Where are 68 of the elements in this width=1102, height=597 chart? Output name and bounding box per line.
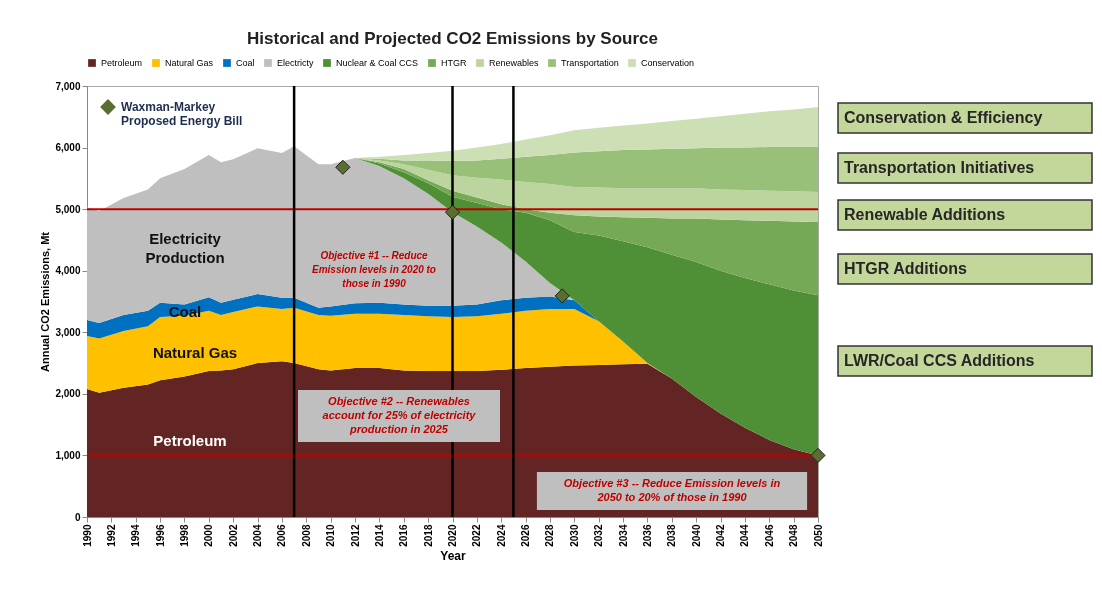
- annotation: Objective #3 -- Reduce Emission levels in 2050 to 20% of those in 1990: [563, 477, 781, 503]
- annotation: Natural Gas: [152, 344, 238, 361]
- x-tick-label: 2046: [763, 524, 775, 547]
- x-tick-label: 2038: [666, 524, 678, 547]
- text: Conservation & Efficiency: [844, 109, 1043, 126]
- point: [335, 159, 351, 175]
- legend-label: Nuclear & Coal CCS: [336, 58, 419, 68]
- x-tick-label: 2032: [593, 524, 605, 547]
- x-tick-label: 2004: [252, 524, 264, 547]
- y-tick-label: 7,000: [55, 80, 81, 92]
- point: [810, 447, 826, 463]
- annotation: Objective #1 -- Reduce Emission levels in 2020 to those in 1990: [312, 250, 436, 289]
- x-tick-label: 2042: [715, 524, 727, 547]
- x-tick-label: 1996: [154, 524, 166, 547]
- point: [554, 288, 570, 304]
- chart-title: Historical and Projected CO2 Emissions by Source: [247, 29, 658, 48]
- x-tick-label: 1998: [178, 524, 190, 547]
- x-tick-label: 2022: [471, 524, 483, 547]
- legend-label: Electricty: [277, 58, 315, 68]
- text: Renewable Additions: [844, 206, 1006, 223]
- text: LWR/Coal CCS Additions: [844, 352, 1035, 369]
- legend-label: Natural Gas: [165, 58, 214, 68]
- x-tick-label: 2016: [398, 524, 410, 547]
- x-tick-label: 2002: [227, 524, 239, 547]
- x-tick-label: 2010: [325, 524, 337, 547]
- y-tick-label: 5,000: [55, 203, 81, 215]
- annotation: Electricity Production: [145, 229, 225, 266]
- x-tick-label: 2006: [276, 524, 288, 547]
- y-tick-label: 2,000: [55, 388, 81, 400]
- x-tick-label: 2050: [812, 524, 824, 547]
- x-tick-label: 2014: [373, 524, 385, 547]
- legend-label: Waxman-Markey Proposed Energy Bill: [121, 100, 243, 128]
- x-tick-label: 2000: [203, 524, 215, 547]
- x-tick-label: 2034: [617, 524, 629, 547]
- legend-label: Petroleum: [101, 58, 143, 68]
- x-tick-label: 2018: [422, 524, 434, 547]
- text: Transportation Initiatives: [844, 159, 1035, 176]
- annotation: Coal: [168, 303, 202, 320]
- y-tick-label: 3,000: [55, 326, 81, 338]
- legend-label: Conservation: [641, 58, 695, 68]
- legend-label: Renewables: [489, 58, 540, 68]
- y-tick-label: 0: [74, 511, 81, 523]
- y-tick-label: 1,000: [55, 449, 81, 461]
- x-tick-label: 2040: [690, 524, 702, 547]
- x-axis-title: Year: [440, 548, 467, 563]
- text: HTGR Additions: [844, 260, 968, 277]
- x-tick-label: 1990: [81, 524, 93, 547]
- x-tick-label: 2024: [495, 524, 507, 547]
- x-tick-label: 1992: [105, 524, 117, 547]
- y-tick-label: 6,000: [55, 142, 81, 154]
- x-tick-label: 2036: [641, 524, 653, 547]
- legend-label: Coal: [236, 58, 255, 68]
- annotation: Petroleum: [153, 432, 227, 449]
- x-tick-label: 2020: [447, 524, 458, 547]
- y-axis-title: Annual CO2 Emissions, Mt: [39, 231, 52, 372]
- x-tick-label: 2028: [544, 524, 556, 547]
- legend-label: Transportation: [561, 58, 619, 68]
- point: [444, 204, 461, 220]
- x-tick-label: 1994: [130, 524, 142, 547]
- x-tick-label: 2044: [739, 524, 751, 547]
- x-tick-label: 2012: [349, 524, 361, 547]
- x-tick-label: 2008: [300, 524, 312, 547]
- annotation: Objective #2 -- Renewables account for 25% of electricity production in 2025: [322, 395, 477, 435]
- y-tick-label: 4,000: [55, 265, 81, 277]
- x-tick-label: 2026: [520, 524, 532, 547]
- legend-label: HTGR: [441, 58, 467, 68]
- x-tick-label: 2048: [788, 524, 800, 547]
- x-tick-label: 2030: [568, 524, 580, 547]
